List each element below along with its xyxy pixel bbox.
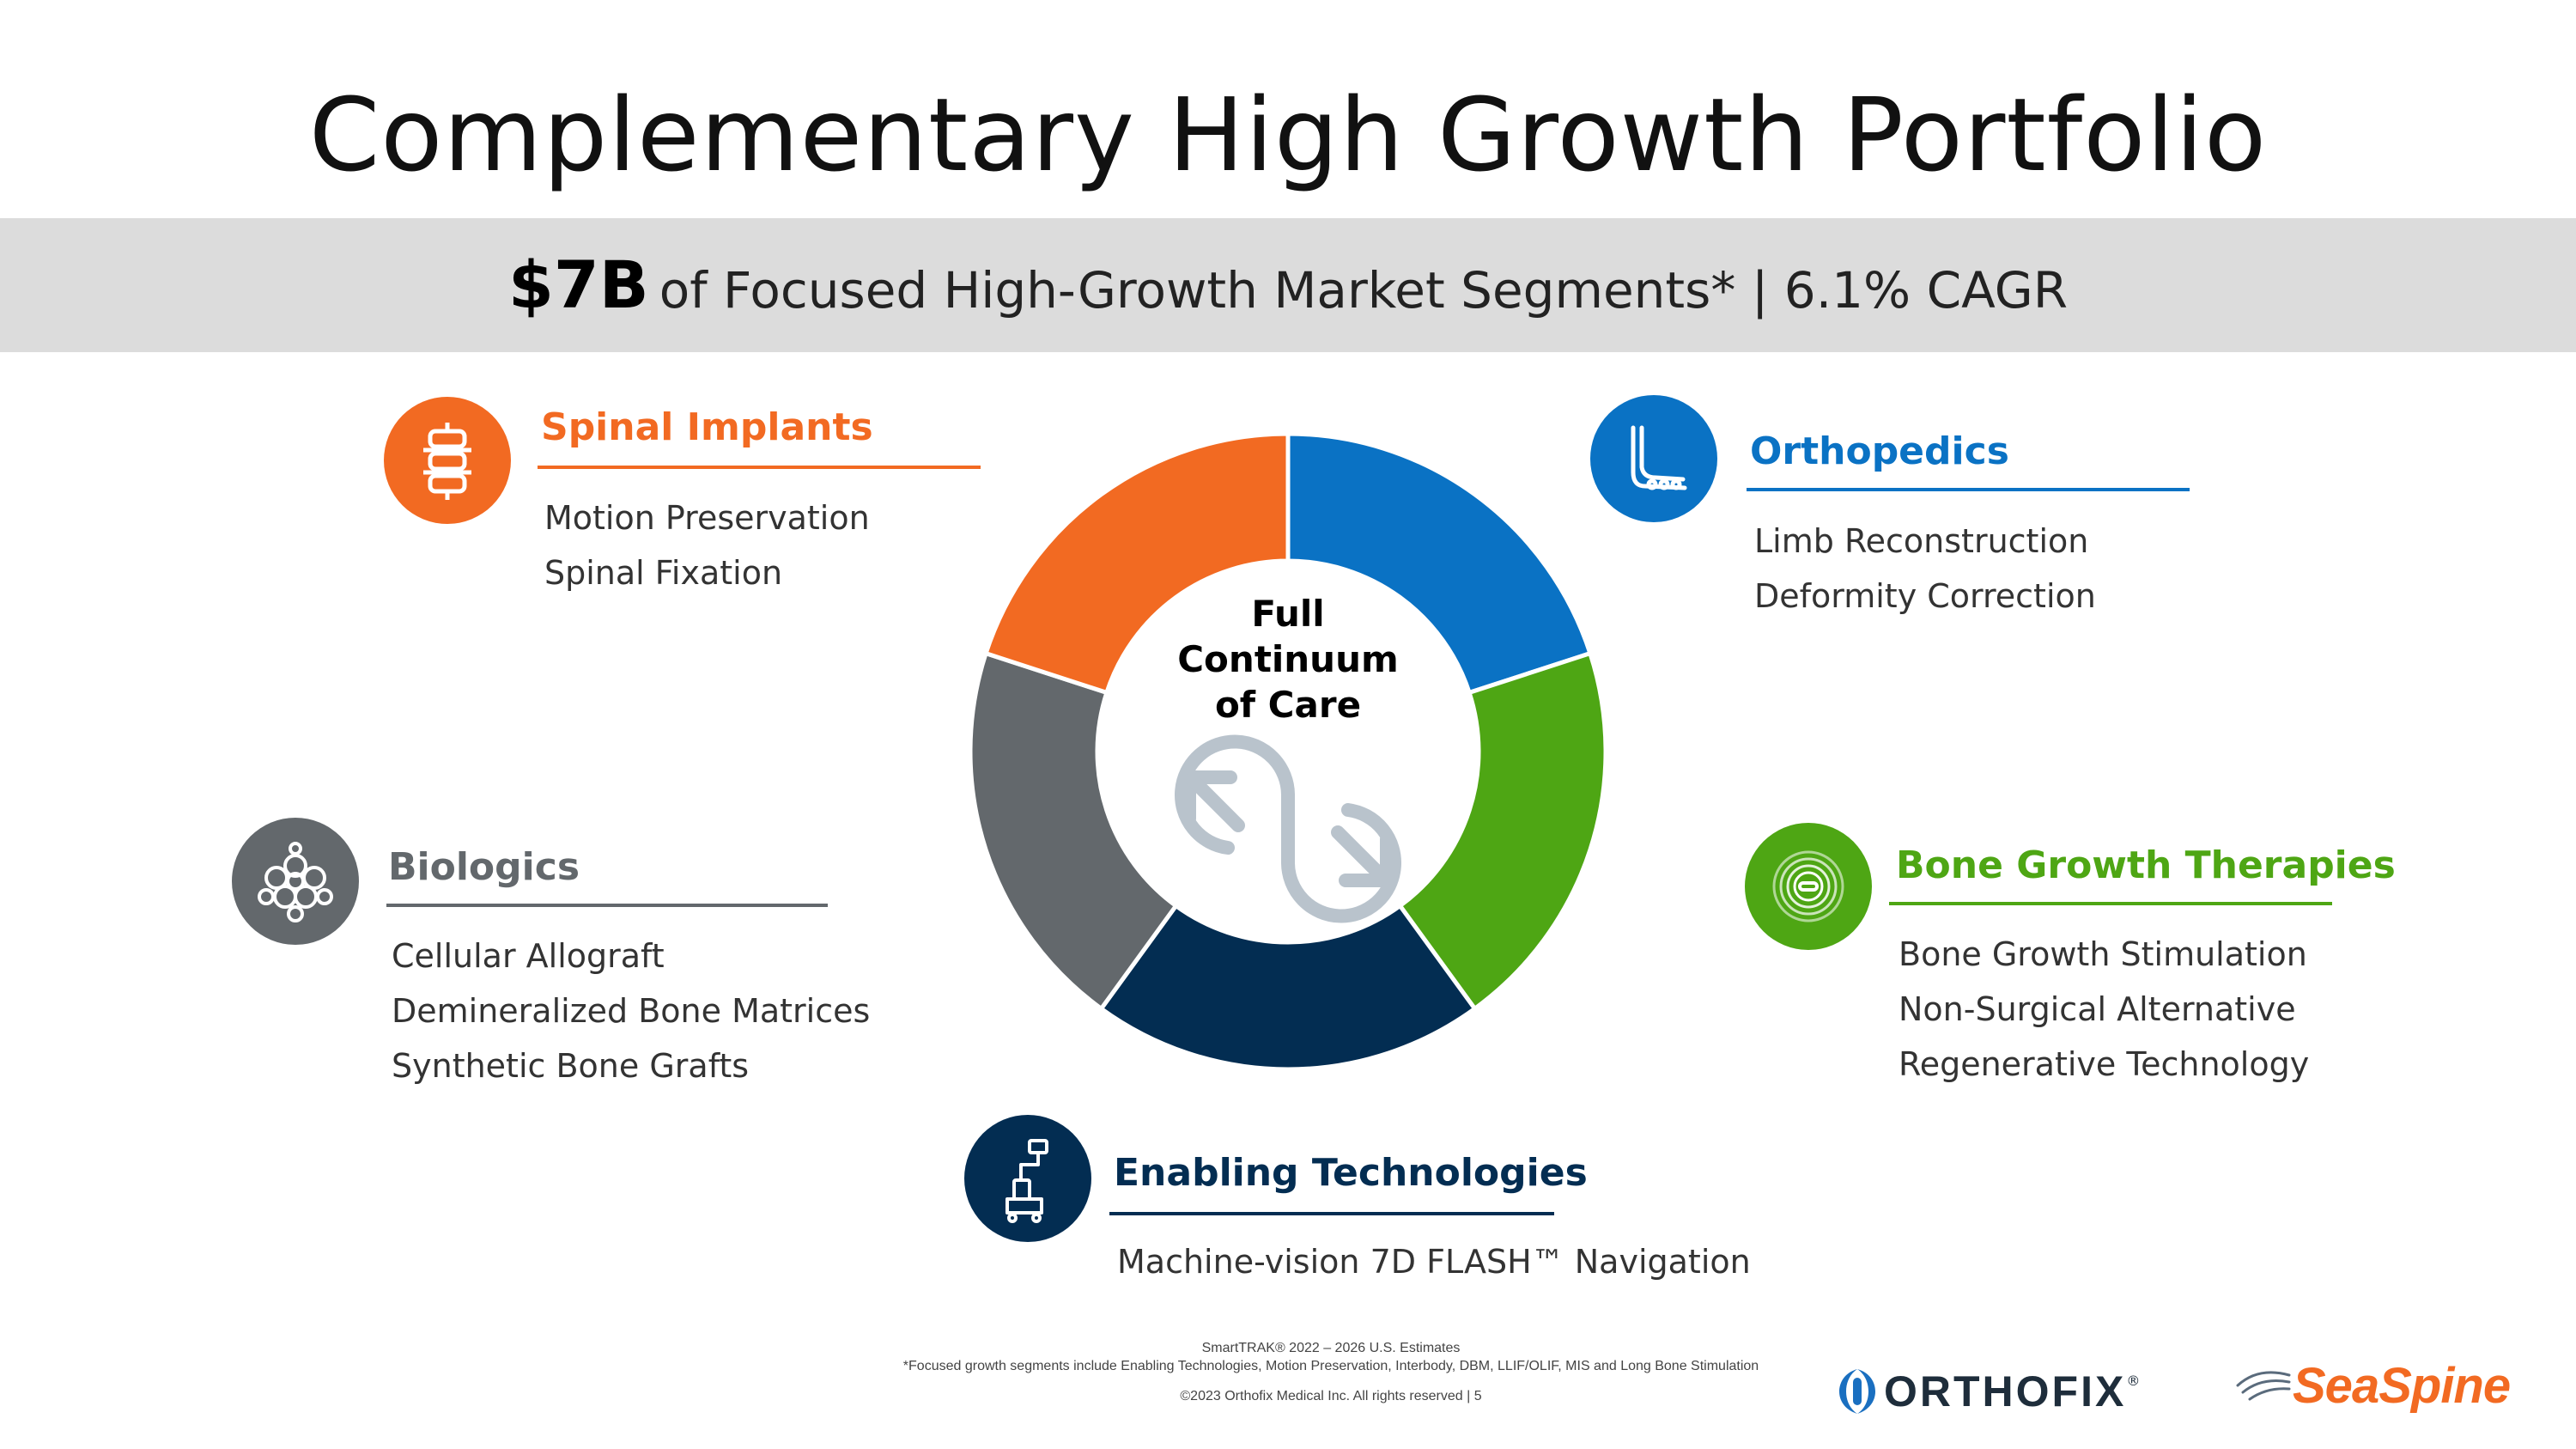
slice-enabling-technologies <box>1098 903 1478 1069</box>
market-description: of Focused High-Growth Market Segments* … <box>659 261 2068 320</box>
enabling-tech-rule <box>1109 1212 1554 1215</box>
biologics-rule <box>386 904 828 907</box>
bone-growth-item: Regenerative Technology <box>1899 1045 2310 1083</box>
spinal-implants-title: Spinal Implants <box>541 405 873 449</box>
spinal-implants-item: Motion Preservation <box>544 499 870 537</box>
seaspine-logo: SeaSpine <box>2233 1355 2511 1416</box>
footer-copyright: ©2023 Orthofix Medical Inc. All rights r… <box>1180 1389 1482 1403</box>
navigation-cart-icon <box>964 1115 1091 1242</box>
center-label-line2: Continuum <box>1177 638 1399 680</box>
orthofix-mark-icon <box>1839 1369 1875 1414</box>
footer-note: *Focused growth segments include Enablin… <box>902 1359 1759 1373</box>
seaspine-wave-icon <box>2236 1371 2291 1401</box>
spine-icon <box>384 397 511 524</box>
orthofix-logo: ORTHOFIX ® <box>1838 1366 2140 1417</box>
center-label-line3: of Care <box>1214 684 1362 726</box>
continuum-arrows-icon <box>1175 734 1401 923</box>
bone-growth-item: Bone Growth Stimulation <box>1899 935 2307 973</box>
seaspine-wordmark: SeaSpine <box>2293 1357 2511 1414</box>
foot-bone-icon <box>1590 395 1717 522</box>
footer-source: SmartTRAK® 2022 – 2026 U.S. Estimates <box>1201 1341 1461 1355</box>
donut-slices <box>970 434 1606 1069</box>
market-banner: $7B of Focused High-Growth Market Segment… <box>0 218 2576 352</box>
enabling-tech-title: Enabling Technologies <box>1114 1151 1588 1195</box>
page-title: Complementary High Growth Portfolio <box>308 76 2268 194</box>
stimulation-waves-icon <box>1745 823 1872 950</box>
bone-growth-rule <box>1889 902 2332 905</box>
spinal-implants-rule <box>538 466 981 469</box>
slice-orthopedics <box>1285 434 1594 696</box>
biologics-title: Biologics <box>388 845 580 889</box>
orthopedics-item: Deformity Correction <box>1754 577 2096 615</box>
orthopedics-rule <box>1747 488 2190 491</box>
continuum-donut-chart <box>970 434 1606 1069</box>
spinal-implants-item: Spinal Fixation <box>544 554 783 592</box>
slice-bone-growth-therapies <box>1396 650 1606 1012</box>
center-label: Full Continuum of Care <box>1116 591 1460 728</box>
bone-growth-title: Bone Growth Therapies <box>1896 843 2396 887</box>
enabling-tech-item: Machine-vision 7D FLASH™ Navigation <box>1117 1243 1751 1281</box>
orthopedics-item: Limb Reconstruction <box>1754 522 2089 560</box>
biologics-item: Demineralized Bone Matrices <box>392 992 871 1030</box>
orthopedics-title: Orthopedics <box>1750 429 2009 473</box>
bone-growth-item: Non-Surgical Alternative <box>1899 990 2296 1028</box>
slice-biologics <box>970 650 1180 1012</box>
biologics-item: Synthetic Bone Grafts <box>392 1047 750 1085</box>
slice-spinal-implants <box>982 434 1291 696</box>
orthofix-registered-mark: ® <box>2126 1373 2141 1389</box>
center-label-line1: Full <box>1251 593 1325 635</box>
market-size: $7B <box>508 247 649 323</box>
orthofix-wordmark: ORTHOFIX <box>1884 1367 2127 1416</box>
biologics-item: Cellular Allograft <box>392 937 665 975</box>
cell-matrix-icon <box>232 818 359 945</box>
